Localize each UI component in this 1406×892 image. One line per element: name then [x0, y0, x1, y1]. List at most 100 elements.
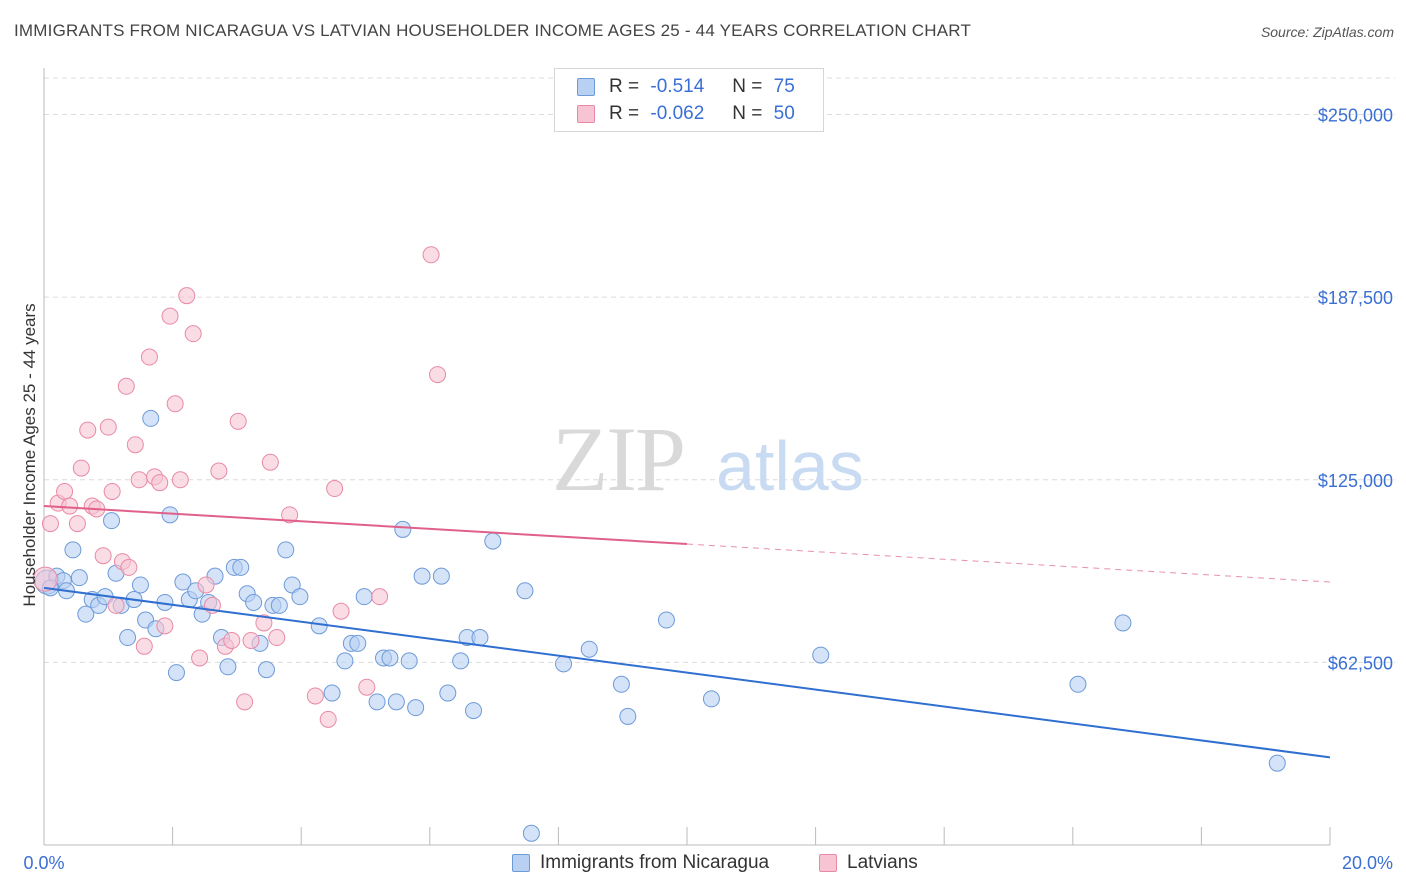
latvian-point [178, 287, 196, 305]
latvian-point [161, 307, 179, 325]
latvian-point [107, 596, 125, 614]
latvian-point [156, 617, 174, 635]
latvian-point [68, 515, 86, 533]
nicaragua-point [70, 569, 88, 587]
latvian-point [130, 471, 148, 489]
nicaragua-point [142, 409, 160, 427]
nicaragua-point [432, 567, 450, 585]
y-tick-label: $62,500 [1328, 653, 1393, 673]
latvian-trend-line-extended [686, 543, 1331, 583]
bottom-legend-swatch-blue [512, 854, 530, 872]
nicaragua-point [64, 541, 82, 559]
nicaragua-point [245, 593, 263, 611]
legend-n-value: 75 [773, 76, 795, 97]
latvian-point [41, 515, 59, 533]
nicaragua-point [522, 824, 540, 842]
latvian-trend-line [43, 505, 688, 546]
latvian-point [140, 348, 158, 366]
latvian-point [268, 629, 286, 647]
latvian-point [197, 576, 215, 594]
x-tick-label-min: 0.0% [23, 853, 64, 873]
y-tick-label: $125,000 [1318, 471, 1393, 491]
bottom-legend-nicaragua: Immigrants from Nicaragua [512, 852, 769, 874]
latvian-point [117, 377, 135, 395]
legend-row-nicaragua: R = -0.514 N = 75 [577, 74, 795, 100]
latvian-point [319, 710, 337, 728]
latvian-point [79, 421, 97, 439]
nicaragua-point [812, 646, 830, 664]
correlation-legend: R = -0.514 N = 75 R = -0.062 N = 50 [554, 68, 824, 132]
nicaragua-point [336, 652, 354, 670]
latvian-point [229, 412, 247, 430]
source-label: Source: ZipAtlas.com [1260, 24, 1394, 40]
legend-n-value: 50 [773, 103, 795, 124]
nicaragua-point [167, 664, 185, 682]
latvian-point [151, 474, 169, 492]
x-tick-label-max: 20.0% [1342, 853, 1393, 873]
nicaragua-point [580, 640, 598, 658]
latvian-point [358, 678, 376, 696]
latvian-point [184, 325, 202, 343]
bottom-legend-label: Immigrants from Nicaragua [540, 852, 770, 873]
latvian-point [261, 453, 279, 471]
legend-r-value: -0.514 [650, 76, 705, 97]
latvian-point [94, 547, 112, 565]
nicaragua-point [516, 582, 534, 600]
bottom-legend-swatch-pink [819, 854, 837, 872]
latvian-point [191, 649, 209, 667]
nicaragua-point [1268, 754, 1286, 772]
latvian-point [332, 602, 350, 620]
nicaragua-point [619, 707, 637, 725]
latvian-point [422, 246, 440, 264]
chart-title: IMMIGRANTS FROM NICARAGUA VS LATVIAN HOU… [14, 21, 972, 40]
nicaragua-point [407, 699, 425, 717]
latvian-point [223, 631, 241, 649]
latvian-point [171, 471, 189, 489]
nicaragua-point [387, 693, 405, 711]
y-axis-label: Householder Income Ages 25 - 44 years [20, 303, 39, 606]
nicaragua-point [702, 690, 720, 708]
legend-r-value: -0.062 [650, 103, 705, 124]
latvian-point [326, 480, 344, 498]
legend-n-label: N = [732, 76, 763, 97]
nicaragua-point [257, 661, 275, 679]
y-tick-label: $187,500 [1318, 288, 1393, 308]
legend-r-label: R = [609, 76, 640, 97]
nicaragua-point [355, 588, 373, 606]
latvian-point [306, 687, 324, 705]
nicaragua-point [323, 684, 341, 702]
nicaragua-point [657, 611, 675, 629]
legend-row-latvians: R = -0.062 N = 50 [577, 101, 795, 127]
nicaragua-point [103, 512, 121, 530]
nicaragua-point [1114, 614, 1132, 632]
latvian-point [56, 482, 74, 500]
watermark-zip: ZIP [552, 408, 684, 510]
latvian-point [166, 395, 184, 413]
nicaragua-point [439, 684, 457, 702]
nicaragua-point [131, 576, 149, 594]
nicaragua-point [612, 675, 630, 693]
latvian-point [210, 462, 228, 480]
nicaragua-point [270, 596, 288, 614]
nicaragua-point [368, 693, 386, 711]
nicaragua-point [174, 573, 192, 591]
latvian-point [429, 366, 447, 384]
nicaragua-point [77, 605, 95, 623]
nicaragua-point [381, 649, 399, 667]
latvian-point [99, 418, 117, 436]
legend-n-label: N = [732, 103, 763, 124]
nicaragua-point [232, 558, 250, 576]
legend-r-label: R = [609, 103, 640, 124]
nicaragua-point [394, 520, 412, 538]
latvian-point [72, 459, 90, 477]
nicaragua-point [291, 588, 309, 606]
nicaragua-point [277, 541, 295, 559]
latvian-point [103, 482, 121, 500]
y-tick-label: $250,000 [1318, 106, 1393, 126]
bottom-legend-label: Latvians [847, 852, 918, 873]
nicaragua-point [413, 567, 431, 585]
latvian-point [281, 506, 299, 524]
nicaragua-point [349, 634, 367, 652]
latvian-point [32, 566, 58, 592]
